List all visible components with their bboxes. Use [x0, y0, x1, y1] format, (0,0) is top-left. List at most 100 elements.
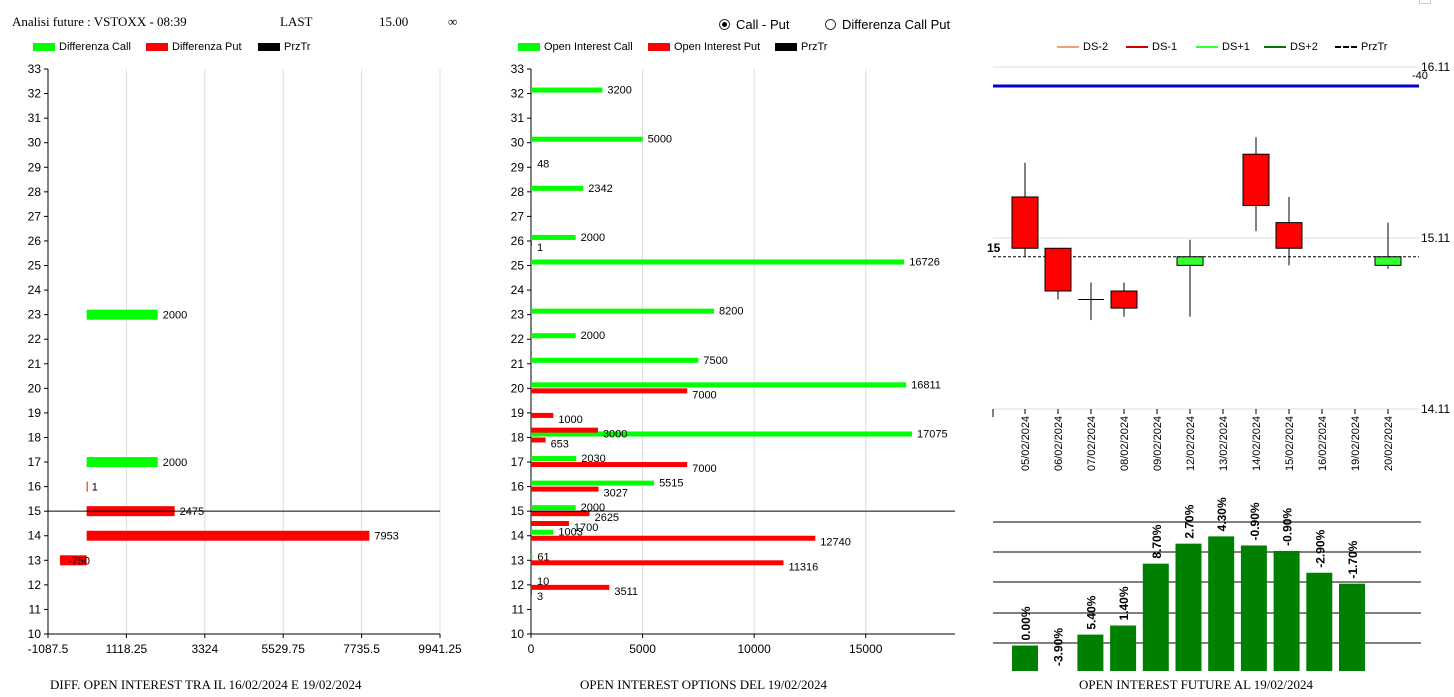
y-tick-label: 28 — [28, 185, 42, 199]
y-tick-label: 13 — [511, 553, 525, 567]
y-tick-label: 22 — [28, 332, 42, 346]
y-tick-label: 11 — [512, 602, 525, 616]
infinity-symbol: ∞ — [448, 14, 458, 29]
bar-value-label: 11316 — [789, 561, 819, 573]
legend-line-ds+2 — [1264, 46, 1286, 48]
future-oi-bar — [1240, 545, 1267, 671]
bar-value-label: 61 — [537, 551, 549, 563]
legend-open-interest-call: Open Interest Call — [518, 41, 633, 53]
candle-body — [1176, 256, 1204, 266]
future-oi-bar — [1306, 572, 1333, 671]
radio-unselected-icon — [825, 19, 836, 30]
bar-value-label: 1700 — [574, 522, 598, 534]
future-oi-bar — [1142, 563, 1169, 671]
future-oi-label: 4.30% — [1215, 497, 1229, 531]
radio-call-put[interactable]: Call - Put — [719, 17, 789, 32]
bar-call — [531, 456, 577, 462]
y-tick-label: 30 — [511, 136, 525, 150]
y-tick-label: 18 — [28, 430, 42, 444]
y-tick-label: 15 — [511, 504, 525, 518]
y-tick-label: 32 — [28, 87, 42, 101]
app-title: Analisi future : VSTOXX - 08:39 — [12, 14, 187, 29]
open-interest-options-chart: 0 5000 10000 150001011121314151617181920212… — [511, 62, 955, 656]
footer-right-title: OPEN INTEREST FUTURE AL 19/02/2024 — [1079, 677, 1314, 692]
bar-value-label: 3000 — [603, 429, 627, 441]
bar-value-label: 1 — [537, 242, 543, 254]
y-tick-label: 26 — [511, 234, 525, 248]
bar-put — [531, 535, 816, 541]
bar-value-label: 7000 — [692, 389, 716, 401]
y-tick-label: 24 — [511, 283, 525, 297]
blue-level-label: -40 — [1412, 70, 1428, 82]
legend-label: DS-2 — [1083, 41, 1109, 53]
legend-label: PrzTr — [801, 41, 828, 53]
bar-value-label: 17075 — [917, 428, 948, 440]
bar-value-label: 16726 — [909, 257, 940, 269]
future-oi-bar — [1273, 550, 1300, 671]
x-tick-label: 1118.25 — [106, 642, 148, 656]
bar-value-label: 12740 — [820, 537, 851, 549]
legend-line-ds-2 — [1057, 46, 1079, 48]
future-oi-label: 2.70% — [1183, 504, 1197, 538]
last-value: 15.00 — [379, 14, 409, 29]
y-tick-label: 19 — [28, 406, 42, 420]
future-oi-label: -1.70% — [1346, 540, 1360, 578]
bar-value-label: 1 — [92, 482, 98, 494]
future-oi-label: 5.40% — [1084, 595, 1098, 629]
radio-differenza-call-put[interactable]: Differenza Call Put — [825, 17, 950, 32]
y-tick-label: 14 — [28, 529, 42, 543]
y-tick-label: 33 — [28, 62, 42, 76]
y-tick-label: 13 — [28, 553, 42, 567]
open-interest-future-chart: 0.00% -3.90% 5.40% 1.40% 8.70% 2.70% 4.30% -0.9… — [993, 497, 1421, 671]
x-tick-label: 05/02/2024 — [1020, 416, 1032, 471]
legend-line-ds-1 — [1126, 46, 1148, 48]
y-tick-label: 31 — [511, 111, 525, 125]
x-tick-label: 15/02/2024 — [1284, 416, 1296, 471]
legend-differenza-call: Differenza Call — [33, 41, 131, 53]
y-tick-label: 25 — [28, 259, 42, 273]
bar-value-label: 3511 — [614, 586, 638, 598]
bar-value-label: 2000 — [163, 457, 187, 469]
y-tick-label: 24 — [28, 283, 42, 297]
y-tick-label: 10 — [511, 627, 525, 641]
bar-value-label: 2342 — [588, 183, 612, 195]
legend-label: DS-1 — [1152, 41, 1178, 53]
future-oi-label: -2.90% — [1313, 529, 1327, 567]
bar-put — [531, 589, 532, 595]
bar-value-label: 5515 — [659, 478, 683, 490]
bar-put — [531, 511, 590, 517]
bar-value-label: 3200 — [607, 85, 631, 97]
x-tick-label: 12/02/2024 — [1185, 416, 1197, 471]
last-label: LAST — [280, 14, 313, 29]
bar-value-label: 3 — [537, 591, 543, 603]
legend-label: Differenza Call — [59, 41, 131, 53]
footer-left-title: DIFF. OPEN INTEREST TRA IL 16/02/2024 E … — [50, 677, 362, 692]
x-tick-label: 16/02/2024 — [1317, 416, 1329, 471]
bar-put — [531, 521, 569, 526]
y-axis-label: 16.11 — [1421, 60, 1450, 74]
x-tick-label: 06/02/2024 — [1053, 416, 1065, 471]
bar-call — [531, 529, 554, 535]
x-tick-label: 13/02/2024 — [1218, 416, 1230, 471]
y-tick-label: 29 — [511, 160, 525, 174]
bar-value-label: 48 — [537, 158, 549, 170]
y-tick-label: 21 — [28, 357, 42, 371]
legend-przTr: PrzTr — [258, 41, 310, 53]
y-tick-label: 31 — [28, 111, 42, 125]
bar-value-label: 2000 — [581, 330, 605, 342]
y-axis-label: 14.11 — [1421, 402, 1450, 416]
x-tick-label: 0 — [528, 642, 535, 656]
diff-open-interest-chart: -1087.5 1118.25 3324 5529.75 7735.5 9941.2510… — [28, 62, 462, 656]
bar-put — [531, 240, 532, 246]
x-tick-label: 14/02/2024 — [1251, 416, 1263, 471]
future-oi-bar — [1077, 634, 1104, 671]
bar-put — [86, 481, 88, 492]
header-bar: Analisi future : VSTOXX - 08:39 LAST 15.… — [0, 0, 1454, 60]
future-oi-label: -0.90% — [1281, 508, 1295, 546]
y-tick-label: 30 — [28, 136, 42, 150]
legend-ds-1: DS-1 — [1126, 41, 1177, 53]
future-oi-label: -3.90% — [1052, 628, 1066, 666]
legend-label: Open Interest Call — [544, 41, 633, 53]
bar-value-label: 2000 — [163, 310, 187, 322]
candle-body — [1275, 222, 1303, 249]
